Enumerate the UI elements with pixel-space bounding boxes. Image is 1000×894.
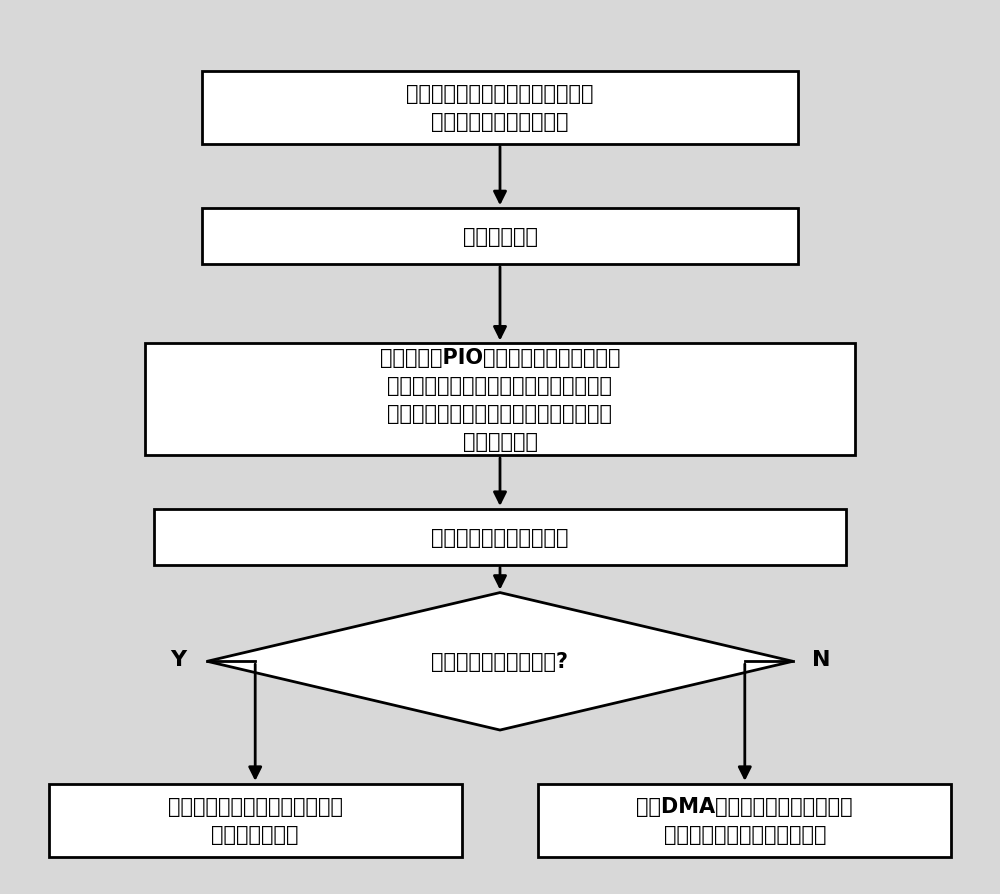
Text: 当前数据为普通描述符?: 当前数据为普通描述符? xyxy=(432,652,568,671)
Bar xyxy=(538,784,951,856)
Text: 用户进程以PIO方式直接访问网络接口卡
将描述符写入硬件发送队列，或者将描述
符提交主存发送队列，而把门铃数据写入
硬件发送队列: 用户进程以PIO方式直接访问网络接口卡 将描述符写入硬件发送队列，或者将描述 符… xyxy=(380,348,620,451)
Polygon shape xyxy=(207,593,793,730)
Bar xyxy=(202,209,798,265)
Bar xyxy=(202,72,798,145)
Text: 从硬件发送队列读回一个完整的
描述符进行处理: 从硬件发送队列读回一个完整的 描述符进行处理 xyxy=(168,797,343,844)
Text: 初始化描述符: 初始化描述符 xyxy=(462,227,538,247)
Text: 网络接口卡判断当前数据: 网络接口卡判断当前数据 xyxy=(431,527,569,547)
Text: 在网络接口卡中建立硬件发送队列
在主存建立主存发送队列: 在网络接口卡中建立硬件发送队列 在主存建立主存发送队列 xyxy=(406,84,594,132)
Text: Y: Y xyxy=(170,649,186,669)
Text: N: N xyxy=(812,649,831,669)
Bar xyxy=(49,784,462,856)
Text: 启动DMA读，把描述符数据从主存
发送队列中取回，再进行处理: 启动DMA读，把描述符数据从主存 发送队列中取回，再进行处理 xyxy=(636,797,853,844)
Bar xyxy=(154,510,846,565)
Bar xyxy=(145,344,855,456)
